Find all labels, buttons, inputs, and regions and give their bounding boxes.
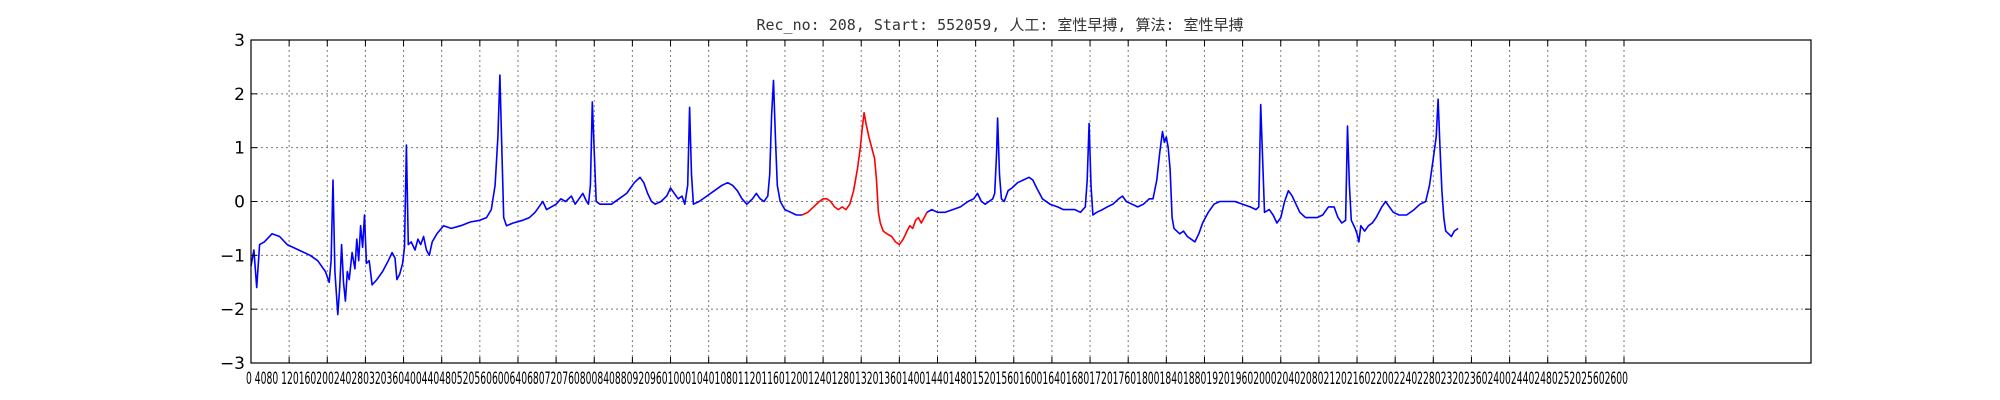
grid xyxy=(251,40,1811,363)
y-tick-label: −1 xyxy=(220,246,245,266)
ticks: −3 −2 −1 0 1 2 3 xyxy=(220,31,1811,374)
y-tick-label: −2 xyxy=(220,300,245,320)
ecg-series-line-2 xyxy=(801,111,928,246)
ecg-series-line-3 xyxy=(926,98,1459,243)
y-tick-label: 0 xyxy=(234,193,245,213)
x-tick-labels: 0 4080 120160200240280320360400440480520… xyxy=(246,369,1628,389)
series-layer xyxy=(250,74,1459,316)
y-tick-label: 2 xyxy=(234,85,245,105)
y-tick-label: 1 xyxy=(234,139,245,159)
chart-title: Rec_no: 208, Start: 552059, 人工: 室性早搏, 算法… xyxy=(756,16,1243,34)
y-tick-label: −3 xyxy=(220,354,245,374)
y-tick-label: 3 xyxy=(234,31,245,51)
ecg-series-line-1 xyxy=(250,74,803,316)
